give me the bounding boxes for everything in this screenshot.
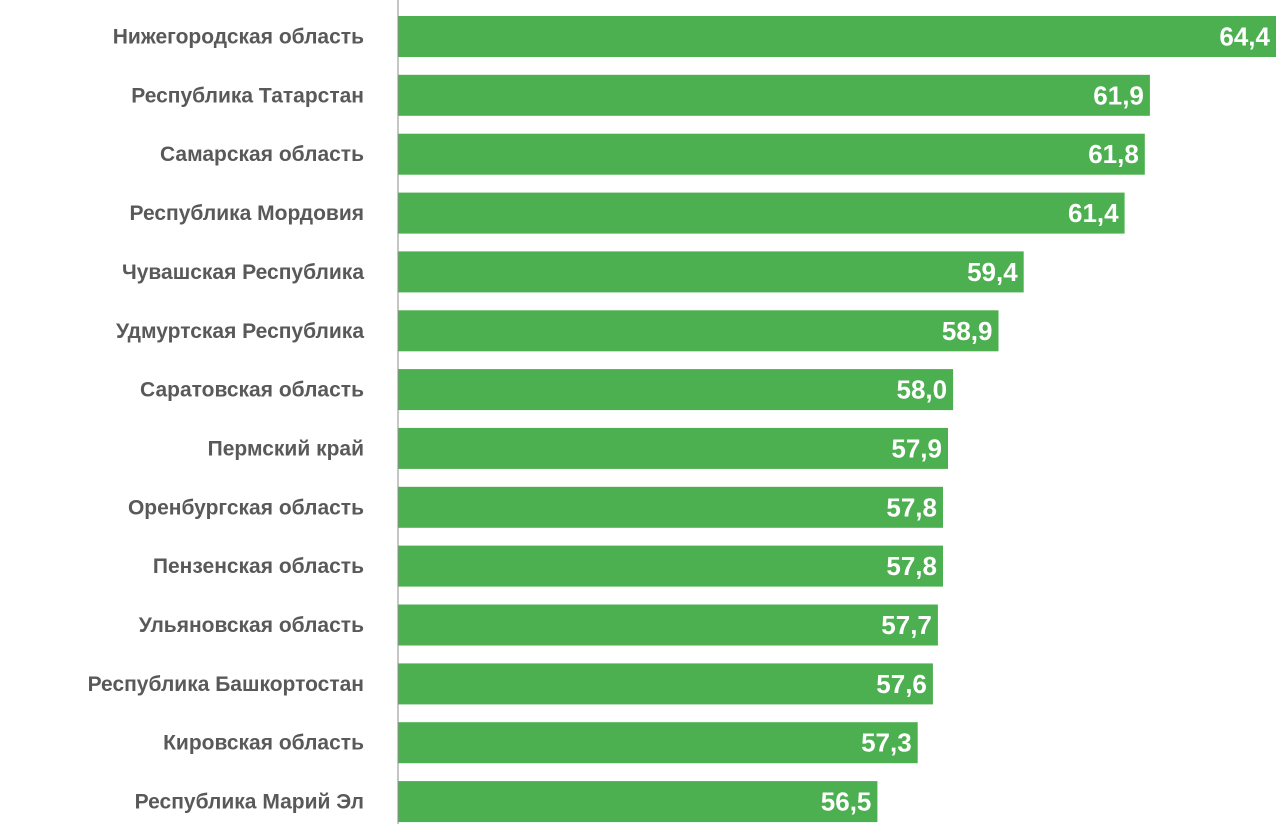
value-label: 64,4 <box>1219 22 1270 52</box>
category-label: Республика Марий Эл <box>135 791 364 814</box>
value-label: 57,8 <box>886 492 937 522</box>
value-label: 57,7 <box>881 610 932 640</box>
value-label: 61,4 <box>1068 198 1119 228</box>
category-label: Кировская область <box>163 732 364 755</box>
bar <box>398 16 1276 57</box>
value-label: 57,9 <box>891 433 942 463</box>
category-label: Пермский край <box>208 437 364 460</box>
bar <box>398 663 933 705</box>
category-label: Саратовская область <box>140 379 364 402</box>
value-label: 57,6 <box>876 669 927 699</box>
bar <box>398 722 918 764</box>
category-label: Удмуртская Республика <box>116 320 364 343</box>
value-labels-group: 64,4 61,9 61,8 61,4 59,4 58,9 58,0 57,9 57,8 57,8… <box>821 22 1271 817</box>
category-label: Пензенская область <box>153 555 364 578</box>
bar <box>398 251 1024 293</box>
category-label: Ульяновская область <box>139 614 364 637</box>
bar <box>398 427 948 469</box>
category-label: Республика Мордовия <box>129 202 364 225</box>
value-label: 57,3 <box>861 728 912 758</box>
bar <box>398 133 1145 175</box>
value-label: 56,5 <box>821 787 872 817</box>
category-label: Нижегородская область <box>113 26 364 49</box>
value-label: 59,4 <box>967 257 1018 287</box>
bar <box>398 486 943 528</box>
bar <box>398 310 999 352</box>
bar <box>398 781 878 823</box>
category-label: Республика Башкортостан <box>88 673 364 696</box>
category-label: Чувашская Республика <box>122 261 364 284</box>
category-label: Самарская область <box>160 143 364 166</box>
category-label: Республика Татарстан <box>131 84 364 107</box>
bar <box>398 604 938 646</box>
category-label: Оренбургская область <box>128 496 364 519</box>
value-label: 58,0 <box>896 375 947 405</box>
category-labels-group: Нижегородская область Республика Татарста… <box>88 26 365 814</box>
value-label: 57,8 <box>886 551 937 581</box>
value-label: 61,8 <box>1088 139 1139 169</box>
value-label: 58,9 <box>942 316 993 346</box>
bar <box>398 74 1150 116</box>
bar <box>398 192 1125 234</box>
value-label: 61,9 <box>1093 80 1144 110</box>
bar <box>398 369 954 411</box>
bar <box>398 545 943 587</box>
bars-group <box>398 16 1276 823</box>
